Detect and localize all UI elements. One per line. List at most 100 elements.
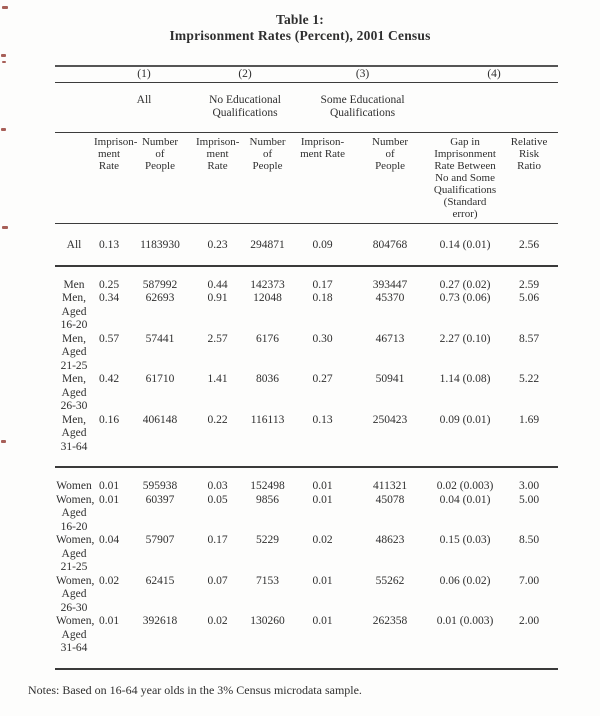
cell-value: 55262 bbox=[375, 574, 405, 587]
column-number: (1) bbox=[93, 65, 196, 83]
column-header: Gap in Imprisonment Rate Between No and … bbox=[430, 132, 501, 224]
cell-value: 0.13 bbox=[98, 239, 120, 251]
scan-artifact-mark bbox=[2, 6, 8, 9]
cell-value: 0.01 bbox=[98, 493, 120, 506]
cell-value: 411321 bbox=[350, 466, 431, 494]
group-header-some-qualifications: Some Educational Qualifications bbox=[320, 94, 405, 119]
spacer-cell bbox=[55, 132, 93, 224]
row-label: Men bbox=[55, 264, 93, 292]
cell-value: 5.22 bbox=[518, 373, 540, 385]
table-row: Women, Aged 16-20 0.01 60397 0.05 9856 0.01 45… bbox=[55, 494, 558, 535]
cell-value: 0.01 bbox=[312, 493, 333, 506]
group-header-no-qualifications: No Educational Qualifications bbox=[209, 94, 281, 119]
cell-value: 262358 bbox=[350, 615, 431, 670]
cell-value: 0.01 bbox=[93, 615, 125, 670]
cell-value: 0.17 bbox=[207, 534, 228, 546]
cell-value: 0.27 (0.02) bbox=[430, 264, 501, 292]
cell-value: 12048 bbox=[253, 292, 282, 304]
cell-value: 0.06 (0.02) bbox=[439, 574, 491, 587]
row-label: Men, Aged 16-20 bbox=[60, 292, 88, 331]
cell-value: 2.27 (0.10) bbox=[439, 332, 491, 345]
cell-value: 0.02 bbox=[312, 534, 333, 546]
table-title-line2: Imprisonment Rates (Percent), 2001 Censu… bbox=[169, 28, 431, 43]
column-header: Number of People bbox=[350, 132, 431, 224]
cell-value: 57907 bbox=[145, 534, 175, 546]
cell-value: 0.01 bbox=[93, 466, 125, 494]
row-label: Men, Aged 21-25 bbox=[60, 332, 88, 372]
cell-value: 0.07 bbox=[207, 574, 228, 587]
column-header: Number of People bbox=[240, 132, 296, 224]
cell-value: 0.01 (0.003) bbox=[430, 615, 501, 670]
scan-artifact-mark bbox=[2, 61, 6, 63]
cell-value: 0.91 bbox=[207, 292, 228, 304]
group-header-row: All No Educational Qualifications Some E… bbox=[55, 83, 558, 133]
cell-value: 0.05 bbox=[207, 493, 228, 506]
cell-value: 62693 bbox=[145, 292, 175, 304]
cell-value: 2.57 bbox=[207, 332, 228, 345]
cell-value: 7.00 bbox=[518, 574, 540, 587]
cell-value: 7153 bbox=[256, 574, 280, 587]
cell-value: 0.16 bbox=[98, 413, 120, 426]
cell-value: 0.03 bbox=[195, 466, 241, 494]
column-header-row: Imprison- ment Rate Number of People Imp… bbox=[55, 132, 559, 224]
row-label: Women, Aged 21-25 bbox=[56, 534, 95, 573]
row-label: Women, Aged 26-30 bbox=[56, 574, 95, 614]
cell-value: 142373 bbox=[240, 264, 296, 292]
cell-value: 0.22 bbox=[207, 413, 228, 426]
cell-value: 0.09 (0.01) bbox=[439, 413, 491, 426]
cell-value: 0.13 bbox=[312, 413, 333, 426]
row-label: Women, Aged 31-64 bbox=[55, 615, 94, 670]
cell-value: 8.57 bbox=[518, 332, 540, 345]
cell-value: 0.25 bbox=[93, 264, 125, 292]
cell-value: 0.01 bbox=[295, 466, 351, 494]
cell-value: 587992 bbox=[125, 264, 196, 292]
spacer-cell bbox=[55, 65, 93, 83]
table-row: Men, Aged 31-64 0.16 406148 0.22 116113 0.13 2… bbox=[55, 414, 558, 468]
cell-value: 3.00 bbox=[500, 466, 559, 494]
cell-value: 62415 bbox=[145, 574, 175, 587]
cell-value: 0.15 (0.03) bbox=[439, 534, 491, 546]
table-notes: Notes: Based on 16-64 year olds in the 3… bbox=[28, 682, 362, 697]
row-label: Women, Aged 16-20 bbox=[56, 493, 95, 533]
cell-value: 2.59 bbox=[500, 264, 559, 292]
cell-value: 0.02 bbox=[195, 615, 241, 670]
cell-value: 152498 bbox=[240, 466, 296, 494]
column-header: Number of People bbox=[125, 132, 196, 224]
table-row: Men 0.25 587992 0.44 142373 0.17 393447 0.27 (0… bbox=[55, 264, 559, 292]
imprisonment-rates-table: (1) (2) (3) (4) All No Educational Quali… bbox=[55, 65, 559, 670]
cell-value: 5.06 bbox=[518, 292, 540, 304]
table-title-line1: Table 1: bbox=[276, 12, 324, 27]
cell-value: 46713 bbox=[375, 332, 405, 345]
row-label: Women bbox=[55, 466, 93, 494]
cell-value: 392618 bbox=[125, 615, 196, 670]
cell-value: 0.17 bbox=[295, 264, 351, 292]
cell-value: 0.30 bbox=[312, 332, 333, 345]
column-number: (3) bbox=[295, 65, 431, 83]
cell-value: 45370 bbox=[375, 292, 405, 304]
cell-value: 0.04 (0.01) bbox=[439, 493, 491, 506]
cell-value: 45078 bbox=[375, 493, 405, 506]
cell-value: 0.01 bbox=[295, 615, 351, 670]
cell-value: 294871 bbox=[250, 239, 285, 251]
column-number: (2) bbox=[195, 65, 296, 83]
row-label: All bbox=[66, 239, 82, 251]
cell-value: 0.34 bbox=[98, 292, 120, 304]
cell-value: 5229 bbox=[256, 534, 280, 546]
scan-artifact-mark bbox=[2, 226, 8, 229]
table-body: All 0.13 1183930 0.23 294871 0.09 804768 0.14 (… bbox=[55, 224, 559, 670]
column-number: (4) bbox=[430, 65, 559, 83]
cell-value: 2.56 bbox=[518, 239, 540, 251]
cell-value: 0.01 bbox=[312, 574, 333, 587]
cell-value: 1183930 bbox=[140, 239, 180, 251]
cell-value: 8.50 bbox=[518, 534, 540, 546]
cell-value: 406148 bbox=[142, 413, 178, 426]
cell-value: 60397 bbox=[145, 493, 175, 506]
scan-artifact-mark bbox=[1, 128, 6, 131]
table-row: Men, Aged 16-20 0.34 62693 0.91 12048 0.18 453… bbox=[55, 292, 558, 333]
cell-value: 61710 bbox=[145, 373, 175, 385]
cell-value: 0.02 (0.003) bbox=[430, 466, 501, 494]
column-header: Imprison- ment Rate bbox=[93, 132, 137, 224]
cell-value: 8036 bbox=[256, 373, 280, 385]
row-label: Men, Aged 26-30 bbox=[60, 373, 88, 412]
cell-value: 1.69 bbox=[518, 413, 540, 426]
